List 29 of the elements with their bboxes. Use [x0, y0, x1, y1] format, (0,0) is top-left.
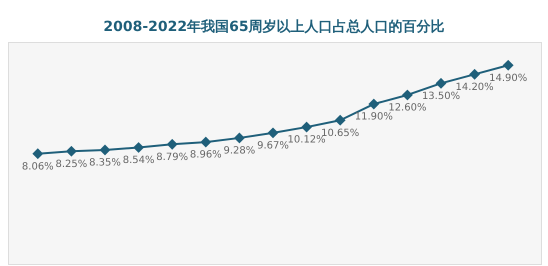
data-label: 8.79%	[156, 152, 188, 163]
point	[268, 128, 278, 138]
point	[234, 132, 244, 143]
point	[503, 60, 514, 70]
point	[200, 137, 211, 148]
point	[302, 122, 312, 132]
data-label: 11.90%	[354, 112, 393, 123]
data-label: 12.60%	[388, 102, 426, 114]
point	[470, 69, 480, 80]
chart-title: 2008-2022年我国65周岁以上人口占总人口的百分比	[102, 18, 446, 36]
point	[167, 139, 178, 150]
data-label: 8.96%	[190, 150, 222, 161]
data-label: 14.90%	[489, 72, 528, 84]
point	[368, 99, 379, 110]
point	[134, 142, 144, 153]
data-label: 14.20%	[456, 82, 494, 93]
data-label: 8.35%	[89, 158, 121, 169]
data-label: 8.06%	[22, 161, 54, 172]
data-label: 9.67%	[257, 140, 289, 152]
point	[436, 78, 446, 88]
point	[335, 115, 346, 126]
data-label: 13.50%	[422, 90, 460, 102]
point	[402, 90, 412, 100]
data-label: 9.28%	[224, 146, 256, 157]
point	[32, 148, 43, 159]
point	[100, 144, 110, 155]
data-label: 8.54%	[122, 155, 154, 166]
point	[66, 146, 76, 156]
data-label: 8.25%	[56, 158, 88, 170]
